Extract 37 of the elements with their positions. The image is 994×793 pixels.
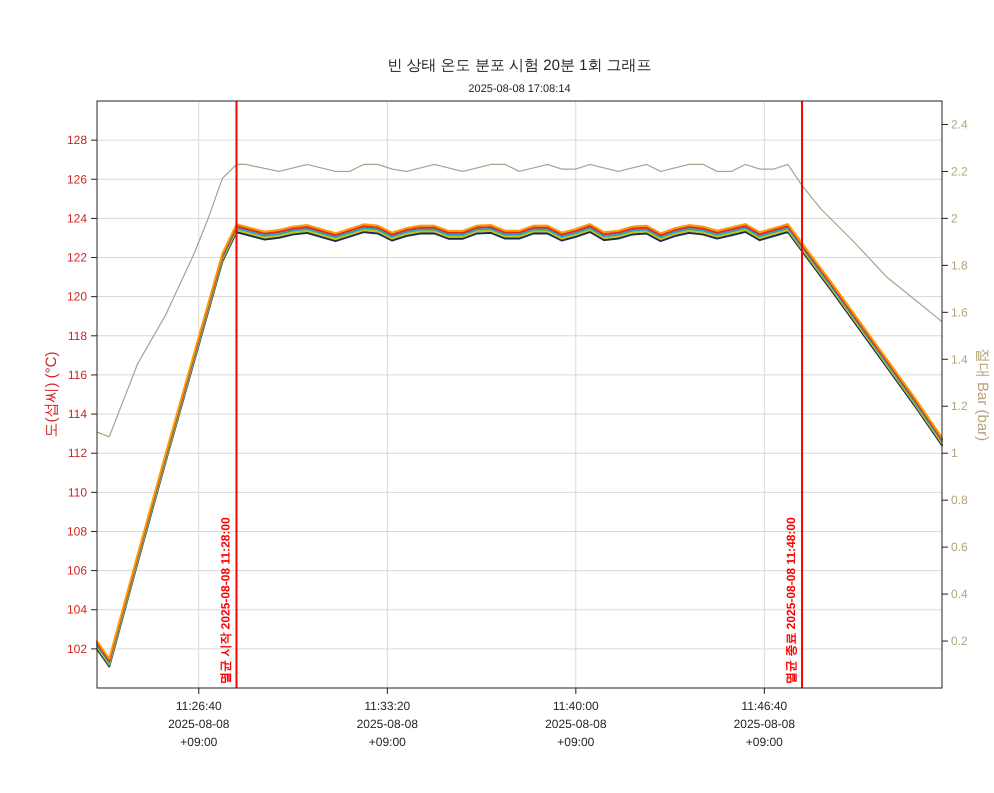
y-tick-label: 122 [66,250,88,265]
y-tick-label: 116 [68,368,88,382]
x-tick-label: 11:40:00 2025-08-08 +09:00 [545,699,607,749]
x-tick-label: 11:46:40 2025-08-08 +09:00 [734,699,796,749]
y-tick-label: 118 [68,328,88,343]
y-tick-label: 106 [66,564,88,578]
y-axis-title: 도(섭씨) (°C) [43,352,60,438]
y-tick-label: 110 [68,485,88,500]
chart-title: 빈 상태 온도 분포 시험 20분 1회 그래프 [387,57,652,74]
y-tick-label: 126 [66,172,88,186]
ref-line-label: 멸균 종료 2025-08-08 11:48:00 [784,516,798,684]
y2-tick-label: 2 [951,211,958,226]
y2-tick-label: 0.6 [951,540,968,554]
y2-tick-label: 1.2 [951,399,968,414]
x-tick-label: 11:26:40 2025-08-08 +09:00 [168,699,230,749]
y-tick-label: 128 [66,133,88,148]
y2-tick-label: 0.4 [951,587,968,602]
ref-line-label: 멸균 시작 2025-08-08 11:28:00 [218,516,232,684]
y-tick-label: 102 [66,642,88,656]
y-tick-label: 114 [68,407,88,422]
y2-tick-label: 1.6 [951,305,968,320]
y2-tick-label: 0.2 [951,634,968,648]
chart-subtitle: 2025-08-08 17:08:14 [468,83,571,95]
y2-axis-title: 절대 Bar (bar) [974,348,991,442]
x-tick-label: 11:33:20 2025-08-08 +09:00 [356,699,418,749]
y-tick-label: 108 [66,524,88,538]
y-tick-label: 112 [68,446,88,460]
y2-tick-label: 2.4 [951,117,968,132]
y-tick-label: 104 [66,602,88,617]
y2-tick-label: 1.4 [951,352,968,366]
y2-tick-label: 1 [951,446,958,460]
y2-tick-label: 1.8 [951,258,968,272]
line-series [96,164,943,438]
y-tick-label: 120 [66,290,88,304]
y-tick-label: 124 [66,211,88,226]
y2-tick-label: 0.8 [951,493,968,508]
y2-tick-label: 2.2 [951,164,968,178]
